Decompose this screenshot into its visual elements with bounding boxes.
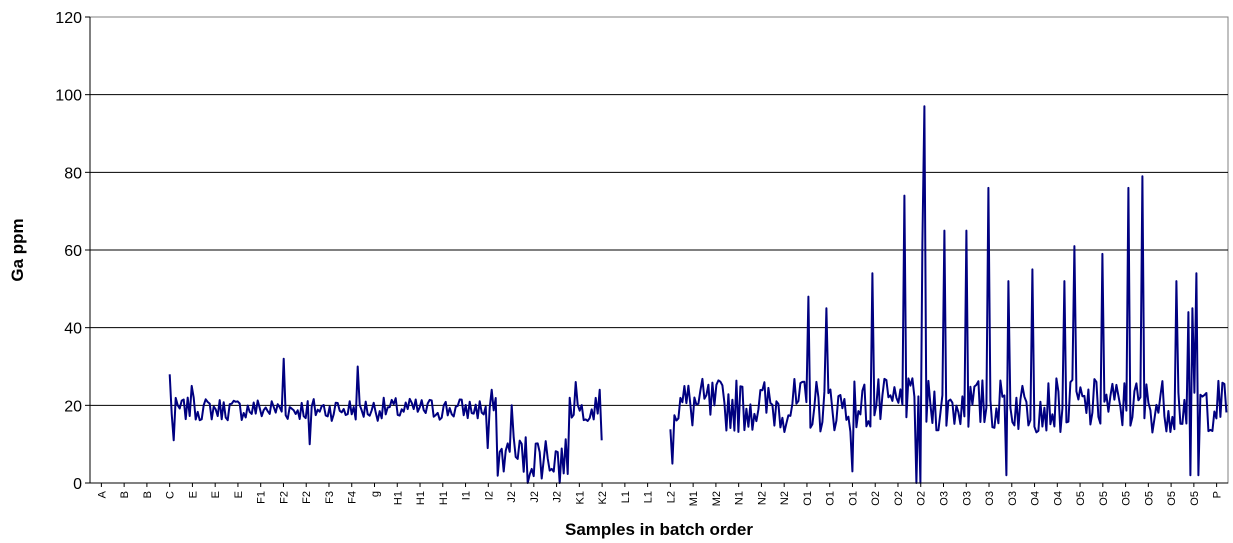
y-tick-label: 20: [64, 398, 82, 415]
x-tick-label: E: [233, 491, 245, 498]
x-tick-label: O5: [1166, 491, 1178, 506]
x-tick-label: O2: [893, 491, 905, 506]
x-tick-label: O5: [1075, 491, 1087, 506]
x-tick-label: O5: [1121, 491, 1133, 506]
x-tick-label: O1: [825, 491, 837, 506]
x-tick-label: O1: [802, 491, 814, 506]
x-tick-label: H1: [392, 491, 404, 505]
x-tick-label: O5: [1143, 491, 1155, 506]
x-tick-label: I1: [461, 491, 473, 500]
x-tick-label: g: [370, 491, 382, 497]
x-tick-label: O3: [939, 491, 951, 506]
x-tick-label: O3: [984, 491, 996, 506]
x-tick-label: K2: [597, 491, 609, 504]
x-axis-title: Samples in batch order: [565, 520, 753, 539]
series-line-segment: [168, 357, 603, 484]
x-tick-label: O5: [1189, 491, 1201, 506]
x-tick-label: O3: [1007, 491, 1019, 506]
x-tick-label: M2: [711, 491, 723, 506]
x-tick-label: E: [210, 491, 222, 498]
x-tick-label: O5: [1098, 491, 1110, 506]
series-line-segment: [669, 105, 1228, 484]
x-tick-label: F1: [256, 491, 268, 504]
x-tick-label: M1: [688, 491, 700, 506]
x-tick-label: E: [187, 491, 199, 498]
x-tick-label: F3: [324, 491, 336, 504]
x-tick-label: P: [1212, 491, 1224, 498]
x-axis-ticks: A B B C E E E F1 F2 F2 F3 F4 g H1 H1 H1 I1 I2 J2 J2 J2 K1 K2 L1…: [96, 483, 1224, 506]
x-tick-label: F2: [278, 491, 290, 504]
y-tick-label: 0: [73, 476, 82, 493]
x-tick-label: H1: [438, 491, 450, 505]
x-tick-label: L2: [665, 491, 677, 503]
x-tick-label: N1: [734, 491, 746, 505]
x-tick-label: C: [165, 491, 177, 499]
x-tick-label: O2: [916, 491, 928, 506]
x-tick-label: F4: [347, 491, 359, 504]
x-tick-label: O4: [1030, 491, 1042, 506]
x-tick-label: J2: [552, 491, 564, 503]
y-tick-label: 100: [55, 88, 82, 105]
x-tick-label: O1: [847, 491, 859, 506]
x-tick-label: J2: [529, 491, 541, 503]
x-tick-label: N2: [756, 491, 768, 505]
x-tick-label: O2: [870, 491, 882, 506]
series-layer: [168, 105, 1228, 484]
x-tick-label: K1: [574, 491, 586, 504]
x-tick-label: O3: [961, 491, 973, 506]
y-axis-ticks: 0 20 40 60 80 100 120: [55, 10, 90, 493]
x-tick-label: J2: [506, 491, 518, 503]
x-tick-label: B: [119, 491, 131, 498]
x-tick-label: I2: [483, 491, 495, 500]
y-tick-label: 120: [55, 10, 82, 27]
y-axis-title: Ga ppm: [8, 218, 27, 281]
x-tick-label: O4: [1052, 491, 1064, 506]
x-tick-label: H1: [415, 491, 427, 505]
gridlines: [90, 94, 1228, 406]
x-tick-label: B: [142, 491, 154, 498]
x-tick-label: L1: [643, 491, 655, 503]
y-tick-label: 80: [64, 165, 82, 182]
y-tick-label: 40: [64, 321, 82, 338]
x-tick-label: L1: [620, 491, 632, 503]
x-tick-label: F2: [301, 491, 313, 504]
x-tick-label: N2: [779, 491, 791, 505]
x-tick-label: A: [96, 490, 108, 498]
y-tick-label: 60: [64, 243, 82, 260]
